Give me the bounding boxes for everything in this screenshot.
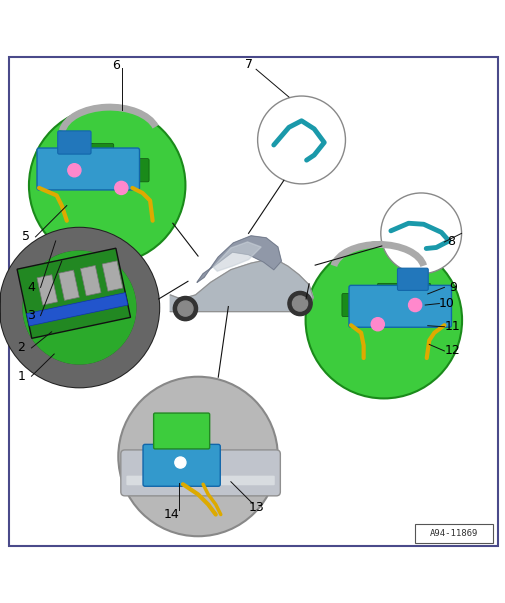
Text: 3: 3 <box>27 309 35 322</box>
FancyBboxPatch shape <box>143 444 220 486</box>
Text: 8: 8 <box>446 235 454 248</box>
Wedge shape <box>0 228 159 387</box>
Circle shape <box>115 182 128 195</box>
Polygon shape <box>59 270 79 300</box>
Polygon shape <box>17 248 130 338</box>
FancyBboxPatch shape <box>37 148 139 190</box>
FancyBboxPatch shape <box>401 283 430 306</box>
Circle shape <box>292 296 307 311</box>
Text: 10: 10 <box>438 297 454 310</box>
FancyBboxPatch shape <box>65 144 93 166</box>
Circle shape <box>68 163 81 177</box>
FancyBboxPatch shape <box>341 294 365 317</box>
FancyBboxPatch shape <box>422 294 445 321</box>
Circle shape <box>0 228 159 387</box>
FancyBboxPatch shape <box>348 285 450 327</box>
Circle shape <box>257 96 345 184</box>
FancyBboxPatch shape <box>154 413 209 449</box>
FancyBboxPatch shape <box>121 450 280 496</box>
Circle shape <box>380 193 461 274</box>
Bar <box>414 523 492 543</box>
Text: A94-11869: A94-11869 <box>429 529 477 538</box>
Polygon shape <box>170 260 313 312</box>
Circle shape <box>371 318 384 331</box>
Circle shape <box>408 298 421 312</box>
Circle shape <box>173 297 197 321</box>
Polygon shape <box>196 236 281 282</box>
FancyBboxPatch shape <box>90 144 114 166</box>
Polygon shape <box>102 261 123 291</box>
Circle shape <box>29 107 185 264</box>
Polygon shape <box>26 292 128 326</box>
Text: 7: 7 <box>244 58 252 71</box>
Circle shape <box>287 291 312 315</box>
Text: 13: 13 <box>248 501 264 514</box>
FancyBboxPatch shape <box>396 268 427 291</box>
Text: 14: 14 <box>164 508 179 521</box>
Text: 11: 11 <box>444 320 460 333</box>
FancyBboxPatch shape <box>377 283 399 306</box>
Text: 1: 1 <box>17 370 25 383</box>
FancyBboxPatch shape <box>126 159 149 182</box>
Polygon shape <box>80 265 101 296</box>
Text: 2: 2 <box>17 341 25 355</box>
Circle shape <box>118 377 277 536</box>
Polygon shape <box>37 275 58 305</box>
Text: 5: 5 <box>22 230 30 244</box>
Circle shape <box>305 242 461 399</box>
Text: 9: 9 <box>448 281 456 294</box>
FancyBboxPatch shape <box>58 131 91 154</box>
Circle shape <box>22 250 136 365</box>
Circle shape <box>175 457 185 468</box>
FancyBboxPatch shape <box>126 476 274 485</box>
FancyBboxPatch shape <box>45 159 68 187</box>
Text: 12: 12 <box>444 344 460 358</box>
Text: 4: 4 <box>27 281 35 294</box>
Polygon shape <box>213 242 261 271</box>
Text: 6: 6 <box>112 58 120 72</box>
Circle shape <box>178 301 192 316</box>
